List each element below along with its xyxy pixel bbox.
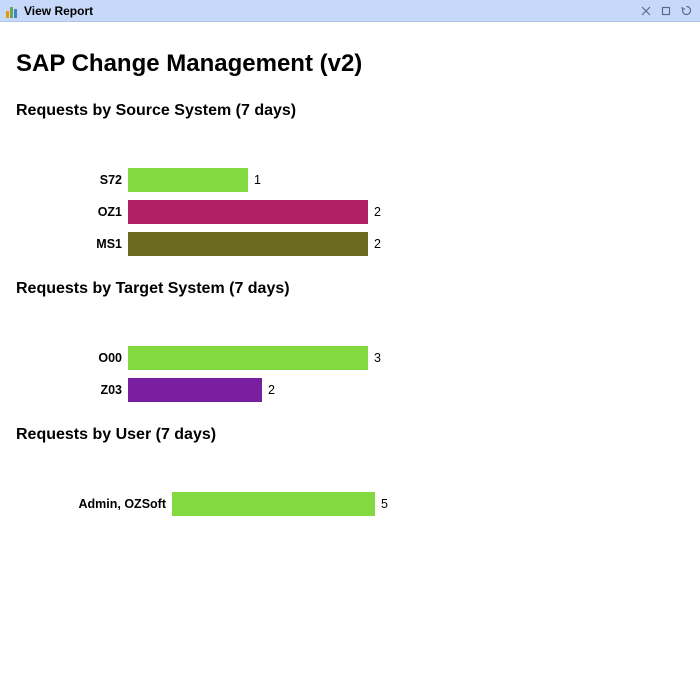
bar-category-label: Z03 xyxy=(16,383,128,397)
bar-row: O00 3 xyxy=(16,344,684,372)
bar-value-label: 3 xyxy=(368,351,381,365)
bar-value-label: 1 xyxy=(248,173,261,187)
bar-row: MS1 2 xyxy=(16,230,684,258)
bar-value-label: 2 xyxy=(368,237,381,251)
report-body: SAP Change Management (v2) Requests by S… xyxy=(0,22,700,556)
bar-category-label: Admin, OZSoft xyxy=(16,497,172,511)
chart-title: Requests by Target System (7 days) xyxy=(16,280,684,298)
bar-row: S72 1 xyxy=(16,166,684,194)
report-icon xyxy=(6,4,20,18)
bar-category-label: MS1 xyxy=(16,237,128,251)
page-title: SAP Change Management (v2) xyxy=(16,50,684,78)
bar-row: Admin, OZSoft 5 xyxy=(16,490,684,518)
minimize-button[interactable] xyxy=(638,3,654,19)
bar-row: OZ1 2 xyxy=(16,198,684,226)
bar xyxy=(172,492,375,516)
bar xyxy=(128,232,368,256)
chart-section: Requests by Target System (7 days) O00 3 Z0… xyxy=(16,280,684,404)
bar-chart: Admin, OZSoft 5 xyxy=(16,490,684,518)
chart-section: Requests by Source System (7 days) S72 1 OZ… xyxy=(16,102,684,258)
bar-value-label: 5 xyxy=(375,497,388,511)
bar-value-label: 2 xyxy=(262,383,275,397)
bar-value-label: 2 xyxy=(368,205,381,219)
bar xyxy=(128,346,368,370)
bar-category-label: O00 xyxy=(16,351,128,365)
chart-section: Requests by User (7 days) Admin, OZSoft 5 xyxy=(16,426,684,518)
bar xyxy=(128,200,368,224)
refresh-button[interactable] xyxy=(678,3,694,19)
chart-title: Requests by Source System (7 days) xyxy=(16,102,684,120)
bar-row: Z03 2 xyxy=(16,376,684,404)
bar-category-label: S72 xyxy=(16,173,128,187)
bar-chart: O00 3 Z03 2 xyxy=(16,344,684,404)
bar xyxy=(128,168,248,192)
maximize-button[interactable] xyxy=(658,3,674,19)
window-title: View Report xyxy=(24,4,93,18)
bar-category-label: OZ1 xyxy=(16,205,128,219)
bar xyxy=(128,378,262,402)
bar-chart: S72 1 OZ1 2 MS1 2 xyxy=(16,166,684,258)
chart-title: Requests by User (7 days) xyxy=(16,426,684,444)
window-titlebar: View Report xyxy=(0,0,700,22)
